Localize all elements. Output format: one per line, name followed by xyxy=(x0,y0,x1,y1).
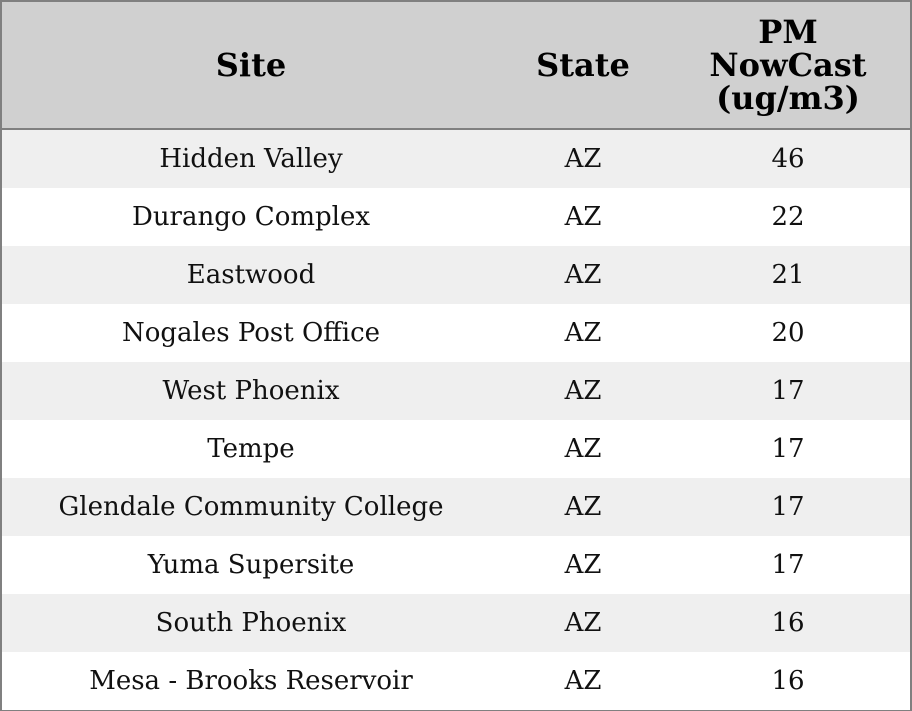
value-cell: 46 xyxy=(666,130,910,188)
site-cell: Mesa - Brooks Reservoir xyxy=(2,652,500,710)
site-cell: South Phoenix xyxy=(2,594,500,652)
header-text: State xyxy=(536,45,630,84)
state-cell: AZ xyxy=(500,246,666,304)
table-row: Hidden Valley AZ 46 xyxy=(2,130,910,188)
value-cell: 17 xyxy=(666,478,910,536)
header-cell: PM NowCast (ug/m3) xyxy=(666,2,910,130)
site-cell: Tempe xyxy=(2,420,500,478)
state-cell: AZ xyxy=(500,478,666,536)
table-row: Eastwood AZ 21 xyxy=(2,246,910,304)
site-cell: Yuma Supersite xyxy=(2,536,500,594)
site-cell: Glendale Community College xyxy=(2,478,500,536)
value-cell: 20 xyxy=(666,304,910,362)
table-row: Mesa - Brooks Reservoir AZ 16 xyxy=(2,652,910,710)
table-row: Glendale Community College AZ 17 xyxy=(2,478,910,536)
state-cell: AZ xyxy=(500,594,666,652)
state-cell: AZ xyxy=(500,362,666,420)
value-cell: 17 xyxy=(666,536,910,594)
site-cell: Eastwood xyxy=(2,246,500,304)
value-cell: 16 xyxy=(666,594,910,652)
value-cell: 17 xyxy=(666,362,910,420)
value-cell: 22 xyxy=(666,188,910,246)
site-cell: West Phoenix xyxy=(2,362,500,420)
table-row: West Phoenix AZ 17 xyxy=(2,362,910,420)
table-header: Site State PM NowCast (ug/m3) xyxy=(2,2,910,130)
site-cell: Hidden Valley xyxy=(2,130,500,188)
state-cell: AZ xyxy=(500,130,666,188)
state-cell: AZ xyxy=(500,188,666,246)
state-cell: AZ xyxy=(500,420,666,478)
header-row: Site State PM NowCast (ug/m3) xyxy=(2,2,910,130)
value-cell: 17 xyxy=(666,420,910,478)
header-cell: Site xyxy=(2,2,500,130)
table-row: South Phoenix AZ 16 xyxy=(2,594,910,652)
value-cell: 16 xyxy=(666,652,910,710)
table-row: Nogales Post Office AZ 20 xyxy=(2,304,910,362)
header-cell: State xyxy=(500,2,666,130)
site-cell: Durango Complex xyxy=(2,188,500,246)
table-row: Durango Complex AZ 22 xyxy=(2,188,910,246)
site-cell: Nogales Post Office xyxy=(2,304,500,362)
state-cell: AZ xyxy=(500,536,666,594)
header-text: Site xyxy=(215,45,287,84)
table-row: Tempe AZ 17 xyxy=(2,420,910,478)
value-cell: 21 xyxy=(666,246,910,304)
table-row: Yuma Supersite AZ 17 xyxy=(2,536,910,594)
table-body: Hidden Valley AZ 46 Durango Complex AZ 22 East… xyxy=(2,130,910,710)
state-cell: AZ xyxy=(500,652,666,710)
header-text: PM NowCast (ug/m3) xyxy=(709,12,867,117)
state-cell: AZ xyxy=(500,304,666,362)
